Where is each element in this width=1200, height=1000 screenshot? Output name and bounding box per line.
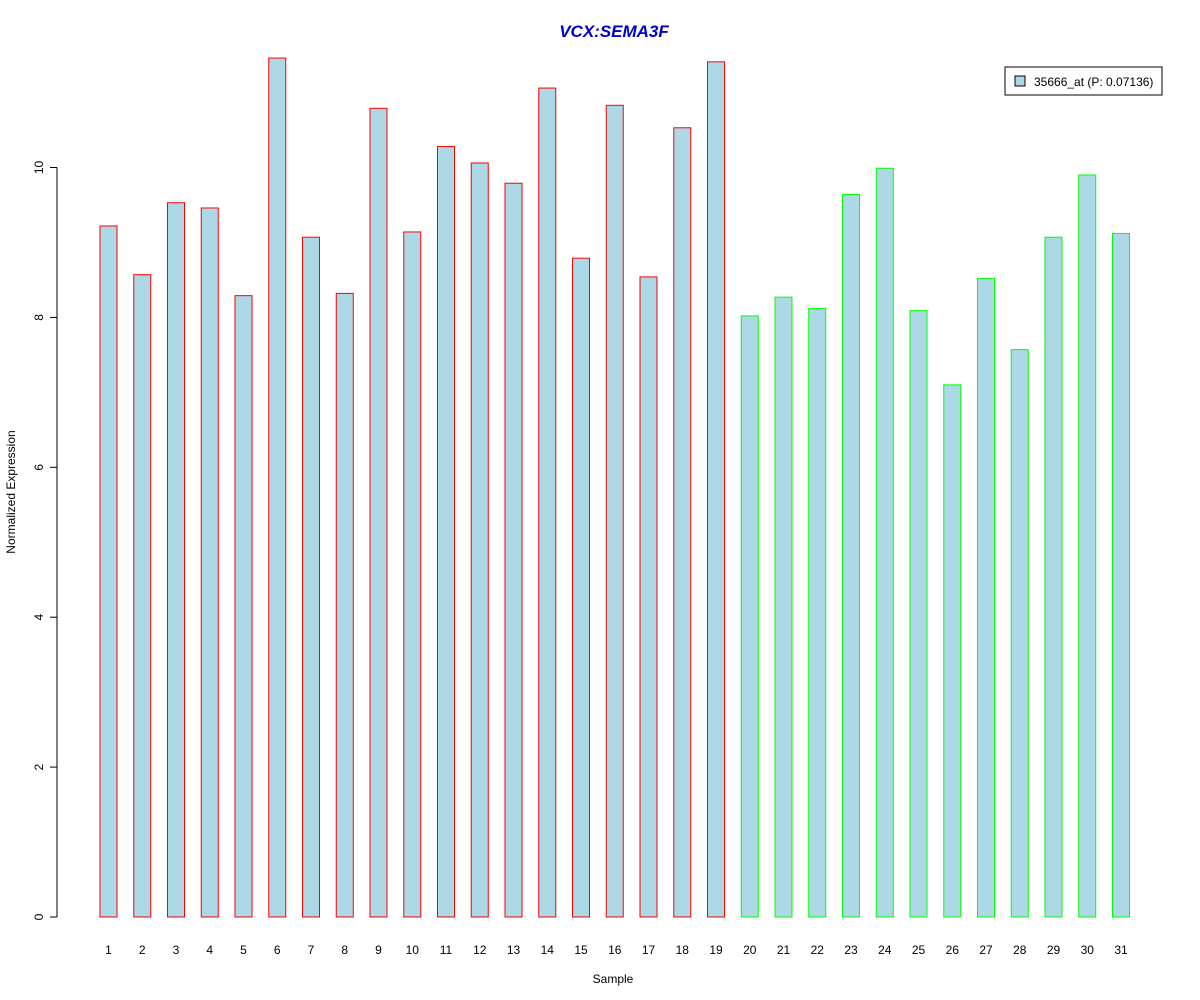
x-tick-label: 27 [979, 943, 993, 957]
bar-sample-31 [1112, 232, 1130, 918]
bar-sample-18 [673, 127, 692, 918]
y-tick-label: 2 [32, 763, 46, 770]
bar-sample-13 [504, 182, 523, 918]
x-tick-label: 26 [946, 943, 960, 957]
legend-swatch [1014, 75, 1026, 87]
bar-sample-20 [740, 315, 759, 918]
x-tick-label: 24 [878, 943, 892, 957]
bar-sample-7 [302, 236, 320, 918]
x-tick-label: 17 [642, 943, 656, 957]
x-tick-label: 19 [709, 943, 723, 957]
x-tick-label: 14 [541, 943, 555, 957]
x-tick-label: 29 [1047, 943, 1061, 957]
bar-sample-11 [437, 146, 455, 918]
bar-sample-14 [538, 87, 557, 918]
bar-sample-9 [369, 107, 388, 918]
bar-sample-8 [335, 292, 354, 918]
x-tick-label: 1 [105, 943, 112, 957]
x-tick-label: 10 [406, 943, 420, 957]
x-tick-label: 11 [440, 943, 453, 957]
y-tick-label: 0 [32, 913, 46, 920]
y-tick-label: 10 [32, 161, 46, 175]
x-tick-label: 16 [608, 943, 622, 957]
x-tick-label: 12 [473, 943, 487, 957]
bar-sample-19 [707, 61, 725, 918]
bar-sample-12 [470, 162, 489, 918]
x-tick-label: 23 [844, 943, 858, 957]
y-tick-label: 4 [32, 614, 46, 621]
bar-sample-10 [403, 231, 422, 918]
legend: 35666_at (P: 0.07136) [1004, 66, 1163, 96]
bar-sample-27 [977, 277, 995, 918]
x-tick-label: 8 [341, 943, 348, 957]
x-tick-label: 7 [308, 943, 315, 957]
y-tick-label: 6 [32, 464, 46, 471]
x-axis-title: Sample [593, 972, 634, 986]
x-tick-label: 3 [173, 943, 180, 957]
x-tick-labels: 1 2 3 4 5 6 7 8 9 10 11 12 13 14 15 16 17 18 19 20 21 22 23 24 2… [105, 943, 1128, 957]
x-tick-label: 5 [240, 943, 247, 957]
bar-sample-4 [200, 207, 219, 918]
legend-label: 35666_at (P: 0.07136) [1034, 75, 1153, 89]
y-axis: 0 2 4 6 8 10 [32, 161, 58, 920]
bar-sample-24 [875, 167, 894, 918]
x-tick-label: 2 [139, 943, 146, 957]
x-tick-label: 31 [1114, 943, 1128, 957]
bar-sample-28 [1010, 349, 1029, 918]
legend-box [1004, 66, 1163, 96]
bar-sample-17 [639, 276, 658, 918]
bar-sample-23 [842, 193, 860, 918]
x-tick-label: 15 [574, 943, 588, 957]
y-axis-title: Normalized Expression [4, 430, 18, 553]
x-tick-label: 6 [274, 943, 281, 957]
bar-sample-2 [133, 274, 152, 918]
bar-sample-26 [943, 384, 962, 918]
x-tick-label: 20 [743, 943, 757, 957]
bar-sample-6 [268, 57, 287, 918]
x-tick-label: 18 [676, 943, 690, 957]
x-tick-label: 22 [811, 943, 825, 957]
bar-sample-22 [808, 307, 827, 918]
y-tick-label: 8 [32, 314, 46, 321]
bar-sample-25 [909, 310, 928, 918]
x-tick-label: 21 [777, 943, 791, 957]
x-tick-label: 28 [1013, 943, 1027, 957]
bar-sample-21 [774, 296, 793, 918]
x-tick-label: 30 [1081, 943, 1095, 957]
bar-sample-5 [234, 295, 253, 918]
x-tick-label: 13 [507, 943, 521, 957]
bar-sample-15 [572, 257, 590, 918]
x-tick-label: 25 [912, 943, 926, 957]
chart-title: VCX:SEMA3F [559, 22, 669, 41]
bar-sample-29 [1044, 236, 1063, 918]
bar-sample-30 [1078, 174, 1097, 918]
bar-sample-1 [99, 225, 118, 918]
bars [99, 57, 1130, 918]
bar-sample-16 [605, 104, 624, 918]
x-tick-label: 9 [375, 943, 382, 957]
x-tick-label: 4 [206, 943, 213, 957]
bar-sample-3 [167, 202, 185, 918]
